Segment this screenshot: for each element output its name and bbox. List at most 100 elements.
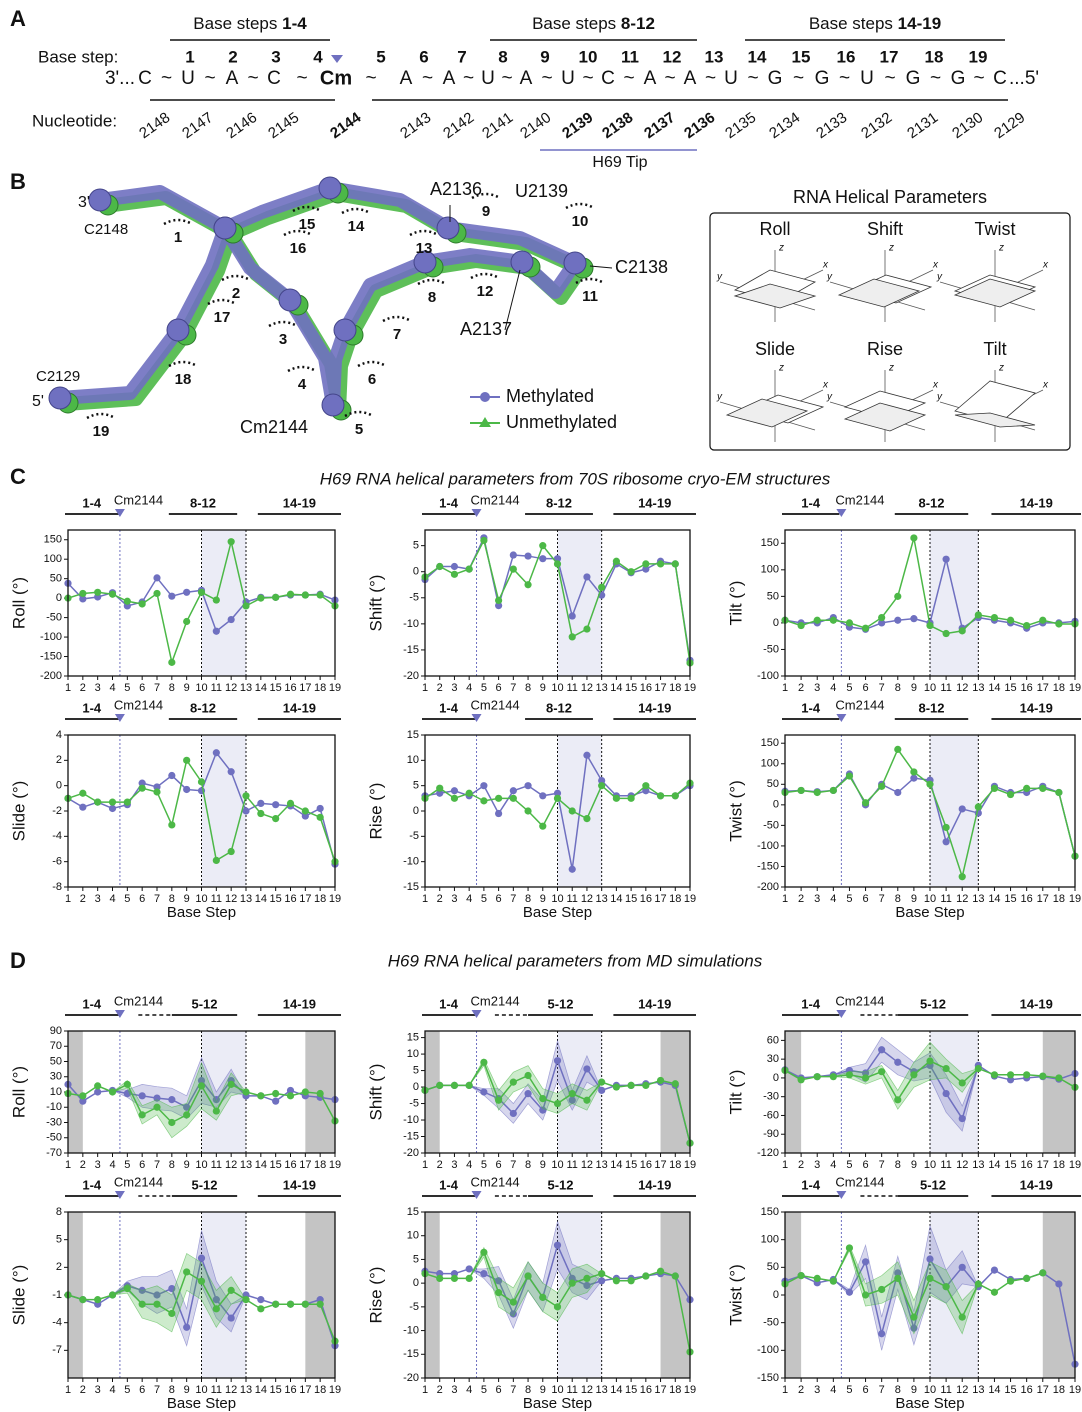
base-step: 14 bbox=[748, 47, 767, 66]
separator: ~ bbox=[582, 68, 593, 89]
marker-triangle bbox=[115, 1191, 125, 1199]
nucleotide: U bbox=[181, 68, 195, 89]
data-point bbox=[862, 1291, 869, 1298]
axis-label: x bbox=[1042, 260, 1049, 271]
x-tick-label: 19 bbox=[329, 1384, 341, 1396]
data-point bbox=[878, 1330, 885, 1337]
data-point bbox=[139, 1111, 146, 1118]
data-point bbox=[228, 1287, 235, 1294]
data-point bbox=[451, 787, 458, 794]
y-tick-label: -50 bbox=[763, 643, 779, 655]
bracket-label: 1-4 bbox=[801, 495, 821, 510]
marker-label: Cm2144 bbox=[835, 1174, 884, 1189]
data-point bbox=[628, 568, 635, 575]
separator: ~ bbox=[463, 68, 474, 89]
y-tick-label: -100 bbox=[757, 670, 779, 682]
x-tick-label: 14 bbox=[255, 682, 267, 694]
shade bbox=[202, 530, 247, 676]
nucleotide-number: 2136 bbox=[681, 109, 718, 142]
x-tick-label: 3 bbox=[814, 682, 820, 694]
y-tick-label: 100 bbox=[761, 758, 779, 770]
data-point bbox=[846, 1289, 853, 1296]
data-point bbox=[272, 801, 279, 808]
x-tick-label: 5 bbox=[124, 1384, 130, 1396]
x-tick-label: 1 bbox=[65, 1384, 71, 1396]
data-point bbox=[598, 1087, 605, 1094]
sphere-blue bbox=[437, 217, 459, 239]
data-point bbox=[628, 1277, 635, 1284]
data-point bbox=[598, 1079, 605, 1086]
data-point bbox=[991, 1289, 998, 1296]
x-tick-label: 4 bbox=[830, 1159, 836, 1171]
data-point bbox=[975, 1280, 982, 1287]
x-tick-label: 2 bbox=[798, 682, 804, 694]
x-tick-label: 1 bbox=[422, 1384, 428, 1396]
bracket-label: Base steps 14-19 bbox=[809, 14, 941, 33]
y-tick-label: 0 bbox=[773, 799, 779, 811]
data-point bbox=[287, 591, 294, 598]
data-point bbox=[436, 563, 443, 570]
step-label: 12 bbox=[477, 283, 494, 300]
bracket-label: 14-19 bbox=[638, 700, 671, 715]
data-point bbox=[287, 1092, 294, 1099]
y-tick-label: 5 bbox=[413, 1253, 419, 1265]
x-tick-label: 16 bbox=[284, 1159, 296, 1171]
row-label: Base step: bbox=[38, 47, 118, 66]
x-tick-label: 15 bbox=[270, 682, 282, 694]
x-tick-label: 7 bbox=[879, 893, 885, 905]
bracket-label: 1-4 bbox=[82, 996, 102, 1011]
data-point bbox=[524, 1072, 531, 1079]
data-point bbox=[943, 1090, 950, 1097]
y-axis-label: Tilt (°) bbox=[726, 1070, 745, 1115]
x-tick-label: 2 bbox=[437, 1384, 443, 1396]
bracket-label: 1-4 bbox=[82, 700, 102, 715]
nucleotide: U bbox=[724, 68, 738, 89]
data-point bbox=[317, 814, 324, 821]
data-point bbox=[539, 1294, 546, 1301]
step-arrow bbox=[358, 362, 386, 366]
nucleotide: G bbox=[768, 68, 783, 89]
data-point bbox=[1023, 785, 1030, 792]
data-point bbox=[257, 1092, 264, 1099]
data-point bbox=[1007, 617, 1014, 624]
data-point bbox=[943, 556, 950, 563]
data-point bbox=[242, 1296, 249, 1303]
axis-label: x bbox=[822, 380, 829, 391]
x-tick-label: 10 bbox=[924, 682, 936, 694]
x-tick-label: 1 bbox=[422, 893, 428, 905]
residue-label: C2138 bbox=[615, 257, 668, 277]
data-point bbox=[642, 782, 649, 789]
data-point bbox=[124, 1081, 131, 1088]
data-point bbox=[480, 1088, 487, 1095]
bracket-label: 1-4 bbox=[439, 700, 459, 715]
x-tick-label: 15 bbox=[625, 893, 637, 905]
data-point bbox=[168, 593, 175, 600]
data-point bbox=[510, 1110, 517, 1117]
x-tick-label: 7 bbox=[154, 893, 160, 905]
x-tick-label: 2 bbox=[80, 682, 86, 694]
x-tick-label: 5 bbox=[846, 1384, 852, 1396]
data-point bbox=[213, 628, 220, 635]
data-point bbox=[657, 1268, 664, 1275]
nucleotide: U bbox=[860, 68, 874, 89]
x-tick-label: 13 bbox=[596, 682, 608, 694]
base-step: 13 bbox=[705, 47, 724, 66]
y-tick-label: -200 bbox=[757, 881, 779, 893]
x-tick-label: 13 bbox=[596, 1384, 608, 1396]
x-tick-label: 1 bbox=[422, 1159, 428, 1171]
data-point bbox=[894, 593, 901, 600]
data-point bbox=[272, 1090, 279, 1097]
y-tick-label: -5 bbox=[409, 1301, 419, 1313]
x-tick-label: 6 bbox=[496, 893, 502, 905]
x-tick-label: 14 bbox=[255, 893, 267, 905]
data-point bbox=[436, 1082, 443, 1089]
x-tick-label: 19 bbox=[684, 682, 696, 694]
x-tick-label: 18 bbox=[314, 893, 326, 905]
data-point bbox=[569, 1090, 576, 1097]
data-point bbox=[198, 1082, 205, 1089]
bracket-label: 5-12 bbox=[547, 996, 573, 1011]
y-tick-label: -10 bbox=[403, 856, 419, 868]
data-point bbox=[466, 1265, 473, 1272]
sphere-blue bbox=[334, 319, 356, 341]
data-point bbox=[910, 1314, 917, 1321]
